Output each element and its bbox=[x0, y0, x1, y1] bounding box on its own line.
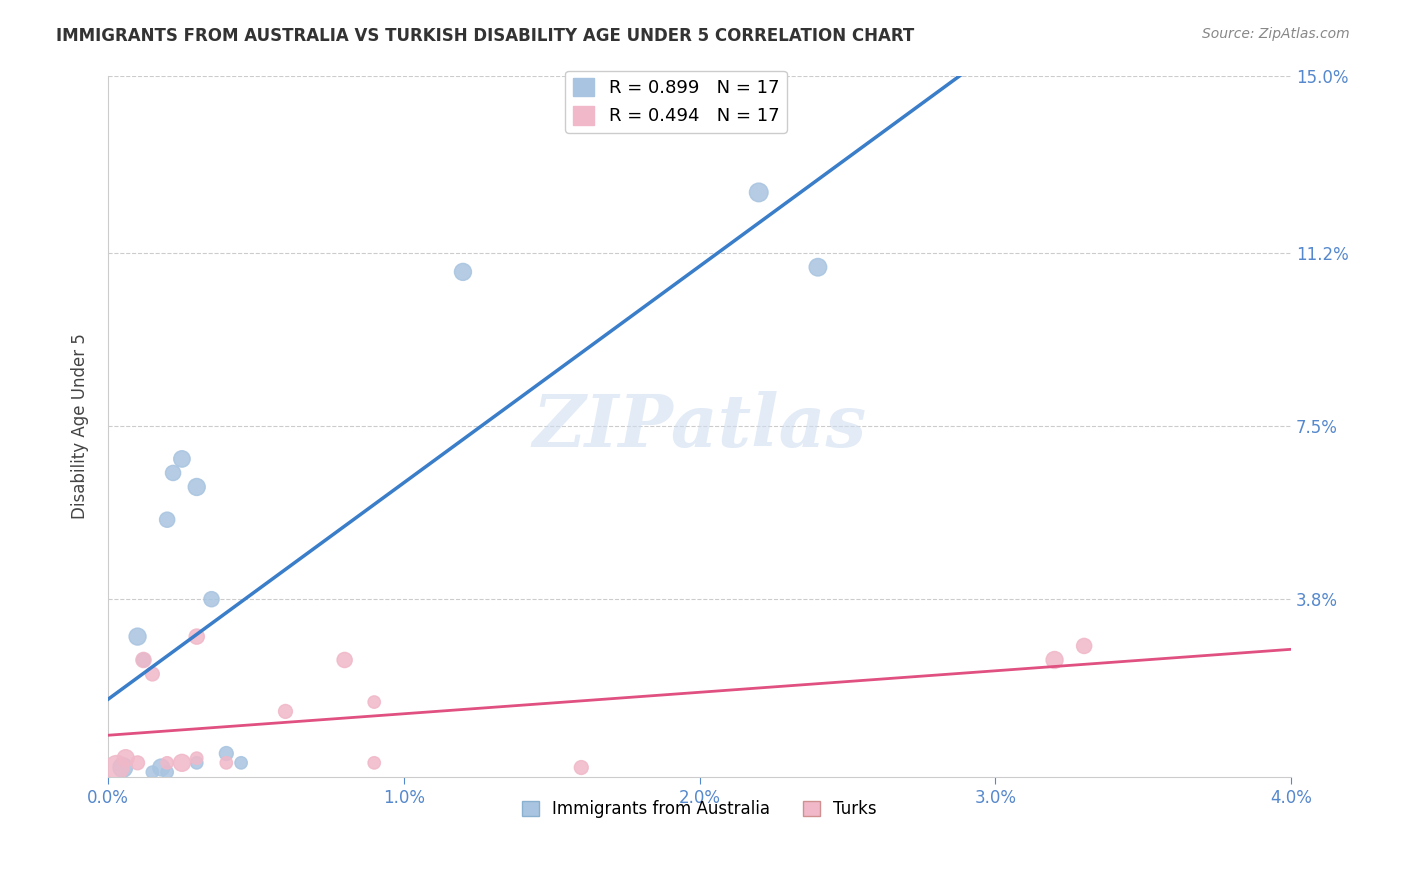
Point bbox=[186, 630, 208, 644]
Point bbox=[215, 756, 238, 770]
Point bbox=[141, 765, 163, 780]
Point bbox=[451, 265, 474, 279]
Point bbox=[333, 653, 356, 667]
Point bbox=[111, 760, 134, 774]
Point bbox=[132, 653, 155, 667]
Point bbox=[114, 751, 136, 765]
Point bbox=[156, 756, 179, 770]
Point bbox=[170, 451, 193, 466]
Point bbox=[748, 186, 770, 200]
Point bbox=[186, 480, 208, 494]
Point bbox=[807, 260, 830, 275]
Point bbox=[215, 747, 238, 761]
Point bbox=[105, 760, 128, 774]
Point bbox=[141, 667, 163, 681]
Point bbox=[363, 695, 385, 709]
Point bbox=[150, 760, 173, 774]
Point bbox=[1043, 653, 1066, 667]
Point bbox=[229, 756, 252, 770]
Point bbox=[200, 592, 222, 607]
Point bbox=[274, 705, 297, 719]
Text: IMMIGRANTS FROM AUSTRALIA VS TURKISH DISABILITY AGE UNDER 5 CORRELATION CHART: IMMIGRANTS FROM AUSTRALIA VS TURKISH DIS… bbox=[56, 27, 914, 45]
Point bbox=[156, 765, 179, 780]
Point bbox=[186, 756, 208, 770]
Point bbox=[127, 630, 149, 644]
Point bbox=[1073, 639, 1095, 653]
Text: ZIPatlas: ZIPatlas bbox=[533, 391, 866, 462]
Point bbox=[363, 756, 385, 770]
Point bbox=[132, 653, 155, 667]
Point bbox=[170, 756, 193, 770]
Y-axis label: Disability Age Under 5: Disability Age Under 5 bbox=[72, 334, 89, 519]
Point bbox=[569, 760, 592, 774]
Point bbox=[127, 756, 149, 770]
Point bbox=[162, 466, 184, 480]
Point bbox=[156, 513, 179, 527]
Legend: Immigrants from Australia, Turks: Immigrants from Australia, Turks bbox=[516, 793, 884, 824]
Text: Source: ZipAtlas.com: Source: ZipAtlas.com bbox=[1202, 27, 1350, 41]
Point bbox=[186, 751, 208, 765]
